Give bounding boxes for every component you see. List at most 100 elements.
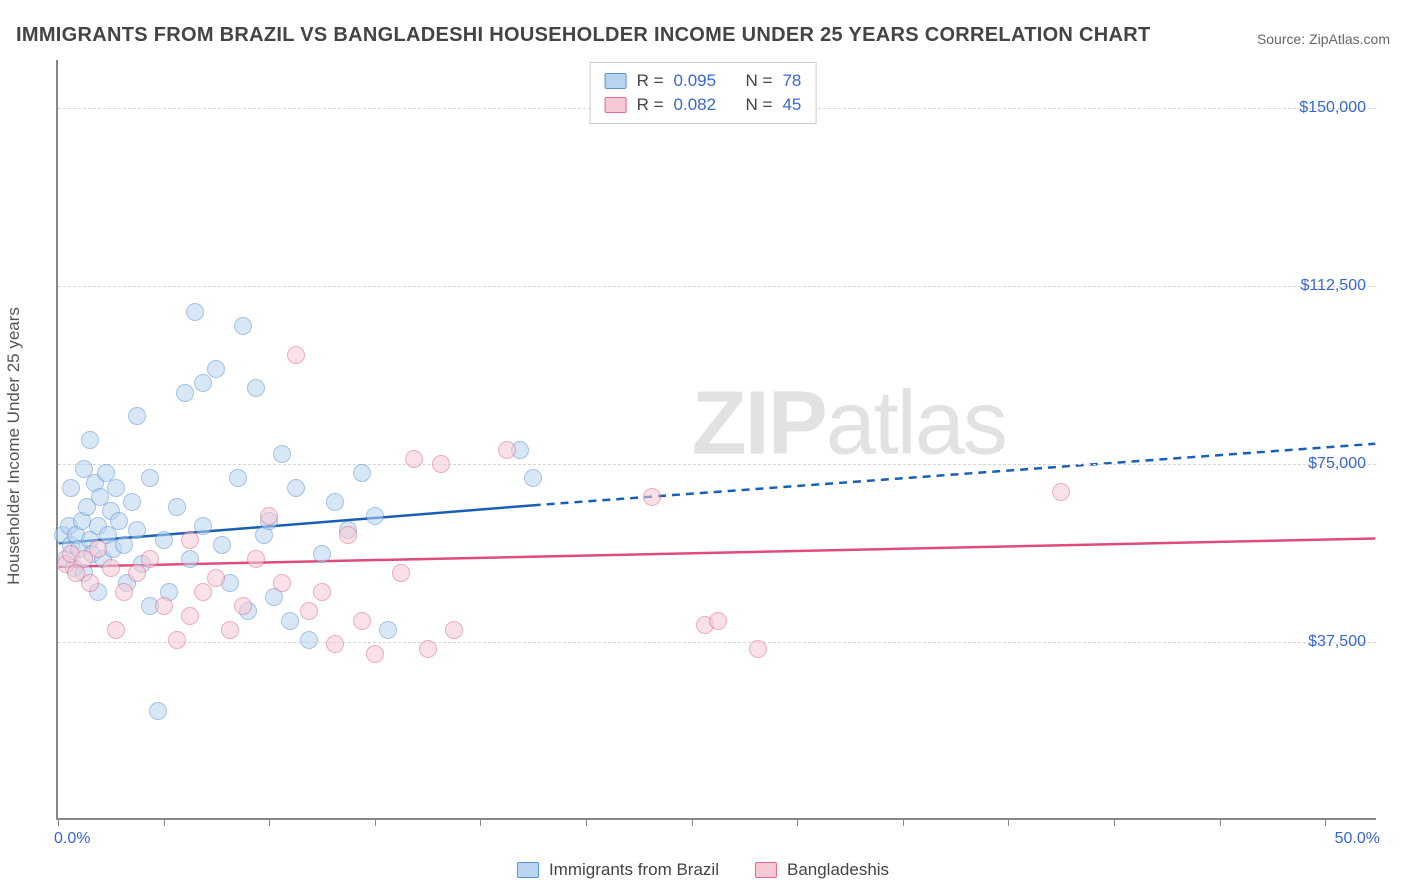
legend-label-1: Bangladeshis bbox=[787, 860, 889, 880]
scatter-point-series-0 bbox=[62, 479, 80, 497]
scatter-point-series-0 bbox=[213, 536, 231, 554]
scatter-point-series-1 bbox=[168, 631, 186, 649]
scatter-point-series-1 bbox=[313, 583, 331, 601]
scatter-point-series-1 bbox=[498, 441, 516, 459]
r-value-1: 0.082 bbox=[674, 95, 717, 115]
chart-title: IMMIGRANTS FROM BRAZIL VS BANGLADESHI HO… bbox=[16, 24, 1151, 47]
scatter-point-series-0 bbox=[234, 317, 252, 335]
scatter-point-series-1 bbox=[115, 583, 133, 601]
watermark: ZIPatlas bbox=[692, 372, 1006, 475]
scatter-point-series-1 bbox=[247, 550, 265, 568]
xtick-mark bbox=[1114, 818, 1115, 826]
legend-stats-row-1: R = 0.082 N = 45 bbox=[605, 93, 802, 117]
source-label: Source: ZipAtlas.com bbox=[1257, 31, 1390, 47]
scatter-point-series-1 bbox=[181, 531, 199, 549]
scatter-point-series-1 bbox=[445, 621, 463, 639]
scatter-point-series-0 bbox=[326, 493, 344, 511]
scatter-point-series-1 bbox=[353, 612, 371, 630]
scatter-point-series-0 bbox=[107, 479, 125, 497]
swatch-series-0 bbox=[605, 73, 627, 89]
scatter-point-series-0 bbox=[128, 407, 146, 425]
scatter-point-series-0 bbox=[287, 479, 305, 497]
scatter-point-series-1 bbox=[207, 569, 225, 587]
scatter-point-series-1 bbox=[273, 574, 291, 592]
scatter-point-series-0 bbox=[110, 512, 128, 530]
xtick-mark bbox=[480, 818, 481, 826]
scatter-point-series-1 bbox=[155, 597, 173, 615]
ytick-label: $112,500 bbox=[1300, 277, 1366, 295]
legend-bottom: Immigrants from Brazil Bangladeshis bbox=[517, 860, 889, 880]
scatter-point-series-1 bbox=[181, 607, 199, 625]
scatter-point-series-0 bbox=[149, 702, 167, 720]
scatter-point-series-1 bbox=[128, 564, 146, 582]
xtick-mark bbox=[375, 818, 376, 826]
scatter-point-series-0 bbox=[273, 445, 291, 463]
gridline-h bbox=[58, 464, 1376, 465]
scatter-point-series-0 bbox=[353, 464, 371, 482]
scatter-point-series-0 bbox=[115, 536, 133, 554]
scatter-point-series-1 bbox=[89, 540, 107, 558]
xtick-mark bbox=[586, 818, 587, 826]
xtick-mark bbox=[58, 818, 59, 826]
scatter-point-series-0 bbox=[379, 621, 397, 639]
scatter-point-series-1 bbox=[419, 640, 437, 658]
scatter-point-series-1 bbox=[326, 635, 344, 653]
source-value: ZipAtlas.com bbox=[1309, 31, 1390, 47]
gridline-h bbox=[58, 286, 1376, 287]
scatter-point-series-1 bbox=[432, 455, 450, 473]
scatter-point-series-0 bbox=[281, 612, 299, 630]
scatter-point-series-0 bbox=[313, 545, 331, 563]
legend-stats-box: R = 0.095 N = 78 R = 0.082 N = 45 bbox=[590, 62, 817, 124]
r-value-0: 0.095 bbox=[674, 71, 717, 91]
scatter-point-series-0 bbox=[155, 531, 173, 549]
scatter-point-series-0 bbox=[229, 469, 247, 487]
scatter-point-series-0 bbox=[81, 431, 99, 449]
legend-stats-row-0: R = 0.095 N = 78 bbox=[605, 69, 802, 93]
scatter-point-series-1 bbox=[366, 645, 384, 663]
ytick-label: $37,500 bbox=[1308, 633, 1366, 651]
scatter-point-series-0 bbox=[194, 517, 212, 535]
scatter-point-series-1 bbox=[260, 507, 278, 525]
scatter-point-series-1 bbox=[1052, 483, 1070, 501]
swatch-series-1 bbox=[605, 97, 627, 113]
xtick-mark bbox=[797, 818, 798, 826]
y-axis-label: Householder Income Under 25 years bbox=[4, 307, 24, 585]
scatter-point-series-1 bbox=[287, 346, 305, 364]
scatter-point-series-1 bbox=[234, 597, 252, 615]
xtick-mark bbox=[269, 818, 270, 826]
gridline-h bbox=[58, 642, 1376, 643]
xaxis-label-right: 50.0% bbox=[1335, 830, 1380, 848]
legend-item-0: Immigrants from Brazil bbox=[517, 860, 719, 880]
legend-label-0: Immigrants from Brazil bbox=[549, 860, 719, 880]
scatter-point-series-0 bbox=[300, 631, 318, 649]
xtick-mark bbox=[903, 818, 904, 826]
scatter-point-series-1 bbox=[102, 559, 120, 577]
scatter-point-series-0 bbox=[194, 374, 212, 392]
scatter-point-series-0 bbox=[141, 469, 159, 487]
scatter-point-series-1 bbox=[405, 450, 423, 468]
scatter-point-series-0 bbox=[207, 360, 225, 378]
xtick-mark bbox=[1325, 818, 1326, 826]
scatter-point-series-0 bbox=[366, 507, 384, 525]
scatter-point-series-1 bbox=[300, 602, 318, 620]
xtick-mark bbox=[1220, 818, 1221, 826]
scatter-point-series-1 bbox=[107, 621, 125, 639]
xtick-mark bbox=[164, 818, 165, 826]
chart-container: IMMIGRANTS FROM BRAZIL VS BANGLADESHI HO… bbox=[0, 0, 1406, 892]
plot-area: ZIPatlas $37,500$75,000$112,500$150,0000… bbox=[56, 60, 1376, 820]
scatter-point-series-0 bbox=[168, 498, 186, 516]
swatch-bottom-1 bbox=[755, 862, 777, 878]
scatter-point-series-1 bbox=[392, 564, 410, 582]
scatter-point-series-0 bbox=[524, 469, 542, 487]
scatter-point-series-1 bbox=[221, 621, 239, 639]
ytick-label: $150,000 bbox=[1299, 99, 1366, 117]
scatter-point-series-1 bbox=[141, 550, 159, 568]
scatter-point-series-0 bbox=[128, 521, 146, 539]
xtick-mark bbox=[1008, 818, 1009, 826]
scatter-point-series-1 bbox=[709, 612, 727, 630]
scatter-point-series-0 bbox=[176, 384, 194, 402]
title-bar: IMMIGRANTS FROM BRAZIL VS BANGLADESHI HO… bbox=[16, 24, 1390, 47]
scatter-point-series-1 bbox=[749, 640, 767, 658]
xtick-mark bbox=[692, 818, 693, 826]
n-value-1: 45 bbox=[782, 95, 801, 115]
